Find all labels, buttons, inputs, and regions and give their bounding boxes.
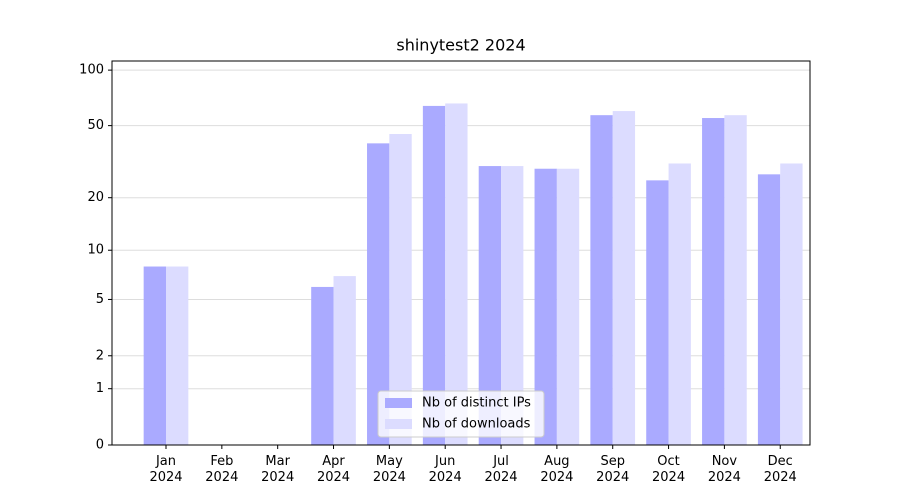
y-tick-label: 2 xyxy=(96,348,104,363)
y-tick-label: 20 xyxy=(87,190,104,205)
bar xyxy=(757,174,781,446)
bar xyxy=(143,266,166,445)
bar xyxy=(333,276,356,445)
x-tick-label: Oct 2024 xyxy=(652,454,686,485)
x-tick-label: Aug 2024 xyxy=(540,454,574,485)
y-tick-label: 5 xyxy=(96,292,104,307)
bar xyxy=(668,163,691,445)
legend-swatch xyxy=(385,419,412,429)
x-tick-label: May 2024 xyxy=(372,454,406,485)
bar xyxy=(166,266,189,445)
plot-frame xyxy=(111,60,811,446)
bar xyxy=(367,143,390,446)
bar xyxy=(311,286,334,445)
bar xyxy=(534,168,557,445)
bar xyxy=(646,180,669,445)
y-tick-label: 10 xyxy=(87,243,104,258)
x-tick-label: Dec 2024 xyxy=(763,454,797,485)
bar xyxy=(501,166,524,445)
bar xyxy=(422,105,446,446)
y-tick-label: 0 xyxy=(96,438,104,453)
x-tick-label: Sep 2024 xyxy=(596,454,630,485)
x-tick-label: Jul 2024 xyxy=(484,454,518,485)
legend-box xyxy=(377,390,545,438)
x-tick-label: Jan 2024 xyxy=(149,454,183,485)
y-tick-label: 100 xyxy=(79,63,104,78)
legend-label: Nb of distinct IPs xyxy=(422,396,531,411)
x-tick-label: Feb 2024 xyxy=(205,454,239,485)
legend-label: Nb of downloads xyxy=(422,417,531,432)
bar xyxy=(389,134,412,445)
x-tick-label: Mar 2024 xyxy=(261,454,295,485)
y-tick-label: 1 xyxy=(96,381,104,396)
bar xyxy=(724,115,747,446)
bar xyxy=(612,111,636,446)
chart-title: shinytest2 2024 xyxy=(396,36,525,55)
y-tick-label: 50 xyxy=(87,118,104,133)
bar xyxy=(556,168,580,445)
bar xyxy=(478,166,502,445)
x-tick-label: Apr 2024 xyxy=(316,454,351,485)
legend: Nb of distinct IPs Nb of downloads xyxy=(377,390,545,438)
bar xyxy=(702,118,725,445)
x-tick-label: Nov 2024 xyxy=(707,454,741,485)
bar xyxy=(445,103,468,446)
legend-swatch xyxy=(385,398,412,408)
x-tick-label: Jun 2024 xyxy=(428,454,462,485)
bar xyxy=(590,115,613,446)
bar xyxy=(780,163,803,445)
